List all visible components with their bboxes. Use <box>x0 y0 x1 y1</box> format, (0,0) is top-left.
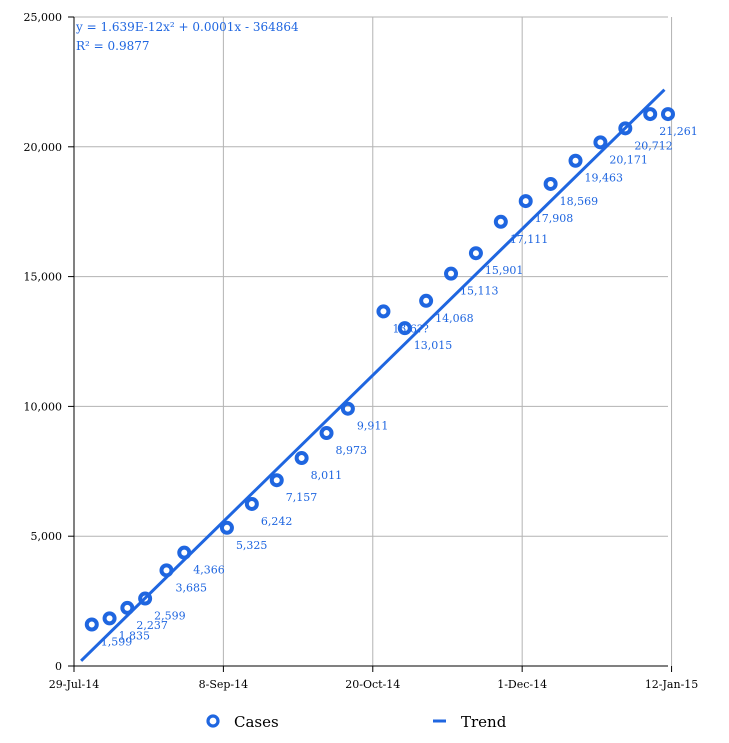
data-point <box>593 135 608 150</box>
x-tick-label: 1-Dec-14 <box>497 678 547 691</box>
data-label: 17,908 <box>535 212 574 225</box>
data-label: 2,237 <box>136 619 168 632</box>
data-label: 15,901 <box>485 264 523 277</box>
equation-text: y = 1.639E-12x² + 0.0001x - 364864 <box>75 20 299 34</box>
data-point <box>102 611 117 626</box>
trend-equation: y = 1.639E-12x² + 0.0001x - 364864 R² = … <box>75 20 299 53</box>
data-point <box>543 176 558 191</box>
data-label: 15,113 <box>460 285 499 298</box>
trend-line <box>80 88 666 662</box>
x-tick-label: 29-Jul-14 <box>49 678 99 691</box>
data-point <box>397 321 412 336</box>
y-axis-ticks: 0 5,000 10,000 15,000 20,000 25,000 <box>24 11 74 673</box>
data-point <box>219 520 234 535</box>
x-tick-label: 12-Jan-15 <box>645 678 698 691</box>
y-tick-label: 10,000 <box>24 400 63 413</box>
data-label: 2,599 <box>154 610 186 623</box>
data-point <box>643 107 658 122</box>
legend-item-trend: Trend <box>433 713 507 731</box>
data-label: 8,011 <box>311 469 343 482</box>
data-label: 1,835 <box>119 629 151 642</box>
data-point <box>294 451 309 466</box>
data-point <box>84 617 99 632</box>
data-label: 13,6?? <box>392 322 428 335</box>
r-squared-text: R² = 0.9877 <box>76 39 150 53</box>
data-label: 8,973 <box>336 444 368 457</box>
data-label: 18,569 <box>560 195 599 208</box>
data-point <box>661 107 675 122</box>
data-label: 9,911 <box>357 420 389 433</box>
y-tick-label: 20,000 <box>24 141 63 154</box>
x-axis-ticks: 29-Jul-14 8-Sep-14 20-Oct-14 1-Dec-14 12-Jan… <box>49 666 698 691</box>
data-label: 17,111 <box>510 233 549 246</box>
legend-marker-cases <box>206 714 220 728</box>
y-tick-label: 25,000 <box>24 11 63 24</box>
data-label: 1,599 <box>101 635 132 648</box>
data-label: 20,171 <box>609 153 648 166</box>
data-point <box>177 545 192 560</box>
data-point <box>376 304 391 319</box>
data-point <box>618 121 633 136</box>
data-label: 7,157 <box>286 491 318 504</box>
data-label: 4,366 <box>193 564 225 577</box>
data-point <box>518 194 533 209</box>
data-label: 20,712 <box>634 139 673 152</box>
grid-lines <box>74 16 673 667</box>
x-tick-label: 8-Sep-14 <box>199 678 249 691</box>
legend-item-cases: Cases <box>206 713 279 731</box>
trend-series <box>80 88 666 662</box>
data-point <box>568 153 583 168</box>
x-tick-label: 20-Oct-14 <box>345 678 400 691</box>
legend: Cases Trend <box>206 713 507 731</box>
data-point <box>159 563 174 578</box>
legend-label-trend: Trend <box>461 713 507 731</box>
axes <box>73 17 668 667</box>
data-point <box>120 600 135 615</box>
data-point <box>493 214 508 229</box>
data-point <box>340 401 355 416</box>
y-tick-label: 15,000 <box>24 271 63 284</box>
data-point <box>138 591 153 606</box>
data-point <box>444 266 459 281</box>
cases-series <box>84 107 675 632</box>
y-tick-label: 0 <box>55 660 62 673</box>
data-point <box>269 473 284 488</box>
data-point <box>319 426 334 441</box>
y-tick-label: 5,000 <box>31 530 63 543</box>
data-label: 3,685 <box>175 581 207 594</box>
data-label: 5,325 <box>236 539 268 552</box>
data-point <box>419 293 434 308</box>
data-label: 19,463 <box>585 172 624 185</box>
data-point <box>468 246 483 261</box>
data-label: 21,261 <box>659 125 698 138</box>
data-point <box>244 496 259 511</box>
data-label: 6,242 <box>261 515 293 528</box>
data-label: 13,015 <box>414 339 453 352</box>
legend-label-cases: Cases <box>234 713 279 731</box>
data-label: 14,068 <box>435 312 474 325</box>
